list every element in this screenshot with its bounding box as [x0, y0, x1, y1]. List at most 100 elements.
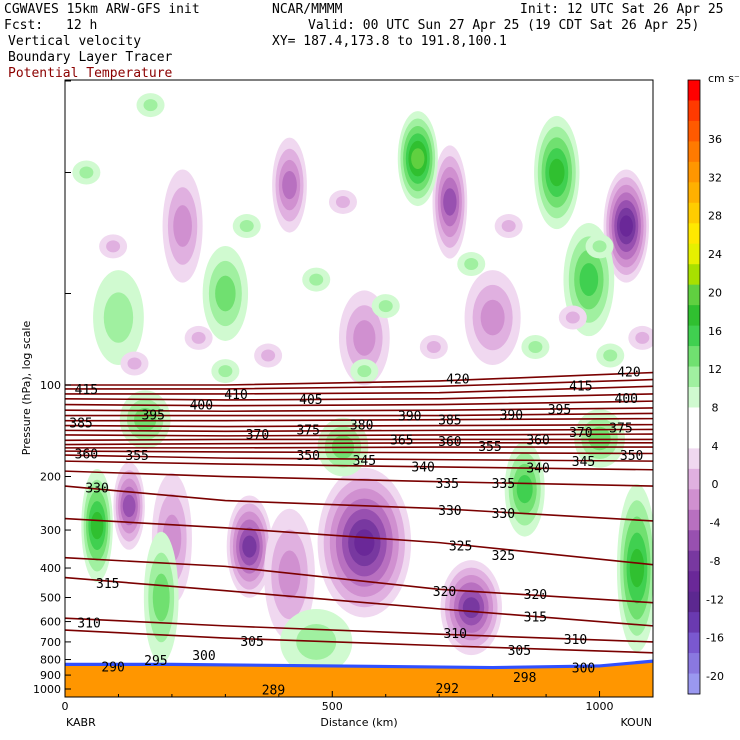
- velocity-blob: [619, 215, 633, 237]
- theta-label: 335: [435, 477, 458, 492]
- colorbar-swatch: [688, 100, 700, 122]
- theta-label: 370: [246, 428, 269, 443]
- colorbar-swatch: [688, 448, 700, 470]
- theta-label: 345: [572, 455, 595, 470]
- colorbar-swatch: [688, 427, 700, 449]
- velocity-blob: [103, 292, 134, 343]
- velocity-blob: [443, 188, 457, 216]
- theta-contours: [65, 371, 653, 654]
- colorbar-swatch: [688, 407, 700, 429]
- fcst-value: 12 h: [66, 18, 98, 33]
- y-axis-label: Pressure (hPa), log scale: [20, 321, 33, 456]
- theta-label: 385: [69, 417, 92, 432]
- theta-label: 365: [390, 433, 413, 448]
- x-axis-label: Distance (km): [320, 716, 397, 729]
- boundary-layer: [65, 662, 653, 697]
- theta-label: 310: [443, 627, 466, 642]
- theta-line-320: [65, 556, 653, 604]
- theta-label: 395: [141, 409, 164, 424]
- colorbar-swatch: [688, 530, 700, 552]
- colorbar-swatch: [688, 571, 700, 593]
- velocity-blob: [464, 258, 479, 271]
- colorbar-swatch: [688, 468, 700, 490]
- colorbar-label: 20: [708, 286, 722, 299]
- y-tick-label: 800: [40, 654, 61, 667]
- theta-line-365: [65, 438, 653, 442]
- theta-line-305: [65, 629, 653, 654]
- colorbar-swatch: [688, 80, 700, 101]
- y-tick-label: 500: [40, 591, 61, 604]
- theta-line-420: [65, 371, 653, 386]
- colorbar-swatch: [688, 141, 700, 163]
- theta-line-390: [65, 412, 653, 417]
- colorbar-label: -12: [706, 593, 724, 606]
- theta-line-380: [65, 423, 653, 428]
- velocity-blob: [218, 365, 233, 378]
- colorbar-swatch: [688, 591, 700, 613]
- x-tick-label: 500: [322, 700, 343, 713]
- theta-line-385: [65, 417, 653, 422]
- theta-line-400: [65, 400, 653, 407]
- theta-line-325: [65, 517, 653, 566]
- colorbar-swatch: [688, 161, 700, 183]
- velocity-blob: [629, 548, 645, 588]
- theta-line-315: [65, 576, 653, 627]
- colorbar-swatch: [688, 284, 700, 306]
- theta-label: 340: [526, 461, 549, 476]
- colorbar-swatch: [688, 305, 700, 327]
- colorbar-label: 28: [708, 210, 722, 223]
- velocity-blob: [106, 240, 121, 253]
- theta-label: 325: [492, 549, 515, 564]
- theta-label: 395: [548, 403, 571, 418]
- theta-line-405: [65, 393, 653, 401]
- velocity-blob: [127, 357, 142, 370]
- colorbar-label: -20: [706, 670, 724, 683]
- velocity-blob: [357, 365, 372, 378]
- velocity-blob: [353, 320, 376, 356]
- theta-label: 375: [609, 421, 632, 436]
- colorbar-swatch: [688, 632, 700, 654]
- theta-line-310: [65, 617, 653, 643]
- velocity-blob: [239, 220, 254, 233]
- velocity-blob: [261, 349, 276, 362]
- velocity-blob: [411, 148, 425, 170]
- model-title: CGWAVES 15km ARW-GFS init: [4, 2, 200, 17]
- theta-line-360: [65, 442, 653, 446]
- theta-label: 350: [296, 449, 319, 464]
- theta-line-415: [65, 378, 653, 390]
- right-endpoint: KOUN: [620, 716, 652, 729]
- colorbar-swatch: [688, 202, 700, 224]
- colorbar-swatch: [688, 509, 700, 531]
- theta-label: 295: [144, 654, 167, 669]
- colorbar-swatch: [688, 653, 700, 675]
- colorbar-label: 32: [708, 171, 722, 184]
- theta-line-345: [65, 454, 653, 462]
- y-tick-label: 600: [40, 616, 61, 629]
- velocity-blob: [242, 535, 257, 558]
- theta-label: 330: [492, 507, 515, 522]
- x-tick-label: 0: [62, 700, 69, 713]
- colorbar-label: 16: [708, 325, 722, 338]
- y-tick-label: 400: [40, 562, 61, 575]
- velocity-blob: [335, 195, 350, 208]
- colorbar-swatch: [688, 489, 700, 511]
- velocity-blob: [588, 426, 611, 451]
- theta-label: 325: [449, 540, 472, 555]
- theta-label: 415: [569, 379, 592, 394]
- y-tick-label: 900: [40, 669, 61, 682]
- colorbar-swatch: [688, 366, 700, 388]
- theta-labels: 415 410 405 420 415 420 400 400 395 395 390 390 385 3…: [69, 366, 643, 697]
- colorbar-swatch: [688, 550, 700, 572]
- colorbar-swatch: [688, 673, 700, 695]
- colorbar-label: 24: [708, 248, 722, 261]
- velocity-blob: [309, 273, 324, 286]
- velocity-blob: [282, 170, 297, 200]
- theta-line-335: [65, 470, 653, 487]
- y-tick-label: 1000: [33, 683, 61, 696]
- velocity-blob: [215, 275, 236, 312]
- colorbar-swatch: [688, 120, 700, 142]
- colorbar: 36 32 28 24 20 16 12 8 4 0 -4 -8 -12 -16 -20: [687, 79, 724, 695]
- theta-label: 370: [569, 426, 592, 441]
- y-tick-label: 200: [40, 471, 61, 484]
